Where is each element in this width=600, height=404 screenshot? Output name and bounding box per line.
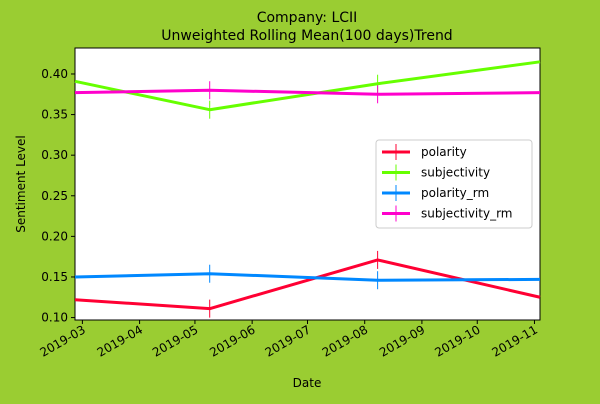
series-line-subjectivity — [74, 60, 541, 112]
legend-label: subjectivity — [421, 166, 490, 180]
x-tick-label: 2019-07 — [263, 322, 313, 359]
legend-label: subjectivity_rm — [421, 207, 512, 221]
legend-box — [375, 139, 533, 229]
series-layer — [74, 60, 541, 318]
y-tick-label: 0.20 — [41, 229, 68, 243]
x-tick-label: 2019-05 — [150, 322, 200, 359]
legend-label: polarity_rm — [421, 186, 489, 200]
x-tick-label: 2019-04 — [95, 322, 145, 359]
x-tick-label: 2019-06 — [207, 322, 257, 359]
chart-title-line1: Company: LCII — [257, 10, 358, 26]
series-line-polarity_rm — [74, 272, 541, 282]
legend: polarity subjectivity polarity_rm subjectiv… — [375, 139, 533, 229]
y-tick-label: 0.25 — [41, 189, 68, 203]
x-tick-label: 2019-09 — [377, 322, 427, 359]
y-tick-label: 0.15 — [41, 270, 68, 284]
x-axis-label: Date — [293, 376, 322, 390]
y-tick-label: 0.10 — [41, 311, 68, 325]
legend-label: polarity — [421, 145, 467, 159]
y-tick-label: 0.30 — [41, 148, 68, 162]
series-line-subjectivity_rm — [74, 88, 541, 96]
y-tick-label: 0.40 — [41, 67, 68, 81]
y-axis-label: Sentiment Level — [14, 135, 28, 233]
x-tick-label: 2019-03 — [37, 322, 87, 359]
x-tick-label: 2019-10 — [432, 322, 482, 359]
x-tick-label: 2019-11 — [490, 322, 540, 359]
y-tick-label: 0.35 — [41, 108, 68, 122]
x-tick-label: 2019-08 — [320, 322, 370, 359]
chart-title-line2: Unweighted Rolling Mean(100 days)Trend — [161, 28, 452, 44]
